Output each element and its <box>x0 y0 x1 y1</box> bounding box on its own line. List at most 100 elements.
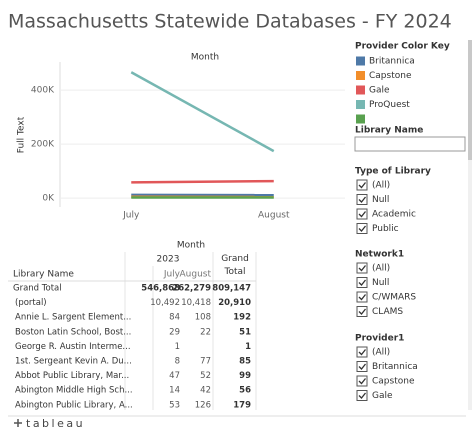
row-header: Library Name <box>13 270 74 280</box>
checkbox[interactable] <box>356 277 368 288</box>
checkbox[interactable] <box>356 390 368 401</box>
filter-option: Britannica <box>372 362 418 372</box>
filter-option: Public <box>372 224 399 234</box>
legend-swatch <box>356 85 365 95</box>
table-cell: 77 <box>200 357 211 367</box>
table-cell: 29 <box>169 327 180 337</box>
table-cell: 1 <box>175 342 180 352</box>
series-line <box>130 71 275 153</box>
filter-title: Library Name <box>355 126 423 136</box>
series-line <box>131 179 274 184</box>
table-cell: 10,418 <box>181 298 211 308</box>
row-label: (portal) <box>15 298 47 308</box>
column-header: August <box>180 270 212 280</box>
row-label: George R. Austin Interme... <box>15 342 131 352</box>
table-cell: 10,492 <box>150 298 180 308</box>
table-cell: 84 <box>169 313 180 323</box>
x-tick-label: July <box>122 211 140 221</box>
y-tick-label: 200K <box>31 140 55 150</box>
check-mark <box>358 211 367 218</box>
table-cell: 53 <box>169 400 180 410</box>
x-tick-label: August <box>258 211 290 221</box>
scrollbar <box>468 40 472 410</box>
legend-label: ProQuest <box>369 100 410 110</box>
legend-swatch <box>356 114 365 124</box>
check-mark <box>358 196 367 203</box>
filter-option: Null <box>372 278 389 288</box>
grand-total-header: Grand Total <box>221 254 249 277</box>
table-cell: 192 <box>233 313 251 323</box>
table-cell: 47 <box>169 371 180 381</box>
y-tick-label: 0K <box>42 194 55 204</box>
table-cell: 8 <box>175 357 180 367</box>
check-mark <box>358 392 367 399</box>
chart-title: Month <box>191 53 219 63</box>
checkbox[interactable] <box>356 306 368 317</box>
row-label: Abbot Public Library, Mar... <box>15 371 129 381</box>
checkbox[interactable] <box>356 208 368 220</box>
filter-option: (All) <box>372 348 390 358</box>
column-group-header: Month <box>177 241 205 251</box>
check-mark <box>358 279 367 286</box>
row-label: Boston Latin School, Bost... <box>15 327 131 337</box>
table-cell: 809,147 <box>212 284 251 294</box>
table-cell: 179 <box>233 400 251 410</box>
row-label: Grand Total <box>13 284 62 294</box>
row-label: Abington Middle High Sch... <box>15 386 133 396</box>
table-cell: 262,279 <box>172 284 211 294</box>
table-cell: 56 <box>239 386 251 396</box>
table-cell: 20,910 <box>218 298 251 308</box>
checkbox[interactable] <box>356 375 368 387</box>
filter-option: Academic <box>372 210 416 220</box>
check-mark <box>358 265 367 272</box>
footer-brand: tableau <box>26 417 85 430</box>
table-cell: 108 <box>195 313 211 323</box>
check-mark <box>358 363 367 370</box>
table-cell: 546,868 <box>141 284 180 294</box>
check-mark <box>358 378 367 385</box>
y-tick-label: 400K <box>31 86 55 96</box>
checkbox[interactable] <box>356 346 368 358</box>
check-mark <box>358 182 367 189</box>
legend-swatch <box>356 56 365 66</box>
checkbox[interactable] <box>356 291 368 303</box>
column-header: July <box>163 270 181 280</box>
check-mark <box>358 294 367 301</box>
filter-option: CLAMS <box>372 307 403 317</box>
legend-title: Provider Color Key <box>355 42 450 52</box>
row-label: 1st. Sergeant Kevin A. Du... <box>15 357 132 367</box>
checkbox[interactable] <box>356 361 368 372</box>
filter-title: Type of Library <box>355 167 431 177</box>
table-cell: 14 <box>169 386 180 396</box>
filter-option: (All) <box>372 181 390 191</box>
grand-total-label: Grand Total <box>221 254 249 277</box>
row-label: Abington Public Library, A... <box>15 400 133 410</box>
filter-option: Capstone <box>372 377 415 387</box>
checkbox[interactable] <box>356 223 368 234</box>
table-cell: 51 <box>239 327 251 337</box>
checkbox[interactable] <box>356 179 368 191</box>
table-cell: 22 <box>200 327 211 337</box>
filter-option: Null <box>372 195 389 205</box>
search-input[interactable] <box>354 136 466 152</box>
checkbox[interactable] <box>356 262 368 274</box>
filter-title: Network1 <box>355 250 404 260</box>
y-axis-label: Full Text <box>17 116 27 153</box>
legend-label: Britannica <box>369 57 415 67</box>
legend-label: Capstone <box>369 71 412 81</box>
table-cell: 1 <box>245 342 251 352</box>
filter-option: Gale <box>372 391 393 401</box>
check-mark <box>358 225 367 232</box>
check-mark <box>358 308 367 315</box>
year-header: 2023 <box>157 255 180 265</box>
filter-option: (All) <box>372 264 390 274</box>
scroll-thumb[interactable] <box>468 40 472 160</box>
check-mark <box>358 349 367 356</box>
legend-label: Gale <box>369 86 390 96</box>
table-cell: 52 <box>200 371 211 381</box>
filter-option: C/WMARS <box>372 293 416 303</box>
legend-swatch <box>356 100 365 109</box>
filter-title: Provider1 <box>355 334 404 344</box>
checkbox[interactable] <box>356 194 368 205</box>
